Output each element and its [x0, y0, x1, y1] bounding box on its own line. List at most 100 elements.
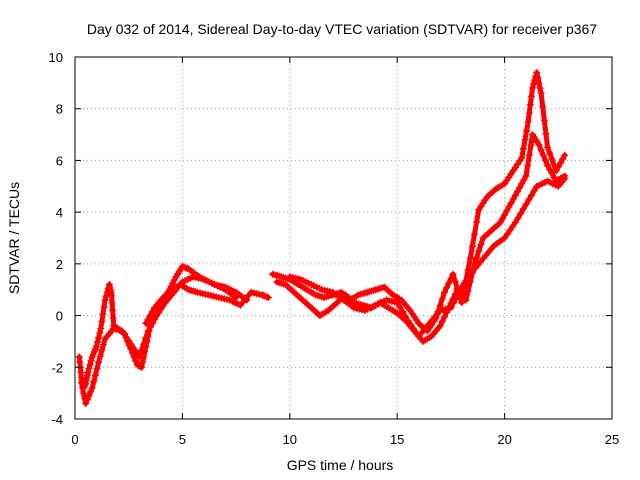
data-point	[473, 218, 481, 226]
series-trace	[274, 132, 568, 344]
data-point	[529, 84, 537, 92]
data-point	[146, 312, 154, 320]
data-point	[101, 296, 109, 304]
data-point	[87, 388, 95, 396]
data-point	[144, 327, 152, 335]
data-point	[466, 271, 474, 279]
data-point	[460, 279, 468, 287]
x-tick-label: 10	[283, 432, 297, 447]
data-point	[509, 222, 517, 230]
data-point	[132, 357, 140, 365]
data-point	[148, 308, 156, 316]
data-point	[556, 159, 564, 167]
data-point	[544, 162, 552, 170]
data-point	[440, 288, 448, 296]
x-tick-label: 15	[390, 432, 404, 447]
data-point	[95, 334, 103, 342]
data-point	[109, 306, 117, 314]
data-point	[514, 214, 522, 222]
data-point	[525, 196, 533, 204]
data-point	[142, 334, 150, 342]
data-point	[522, 200, 530, 208]
data-point	[447, 275, 455, 283]
data-point	[463, 275, 471, 283]
data-point	[537, 89, 545, 97]
data-point	[519, 205, 527, 213]
data-point	[90, 378, 98, 386]
x-tick-label: 25	[605, 432, 619, 447]
data-point	[552, 167, 560, 175]
data-point	[142, 319, 150, 327]
data-point	[443, 284, 451, 292]
data-point	[501, 234, 509, 242]
data-point	[527, 141, 535, 149]
data-series	[75, 69, 569, 407]
data-point	[561, 151, 569, 159]
data-point	[539, 103, 547, 111]
data-point	[94, 338, 102, 346]
data-point	[542, 130, 550, 138]
data-point	[458, 299, 466, 307]
data-point	[80, 389, 88, 397]
x-tick-label: 5	[179, 432, 186, 447]
data-point	[169, 279, 177, 287]
data-point	[535, 141, 543, 149]
data-point	[539, 151, 547, 159]
data-point	[150, 315, 158, 323]
data-point	[79, 384, 87, 392]
data-point	[447, 304, 455, 312]
data-point	[86, 361, 94, 369]
data-point	[548, 155, 556, 163]
data-point	[507, 199, 515, 207]
data-point	[399, 308, 407, 316]
data-point	[88, 384, 96, 392]
series-track-b	[77, 273, 240, 407]
data-point	[109, 314, 117, 322]
data-point	[93, 365, 101, 373]
data-point	[511, 191, 519, 199]
data-point	[505, 203, 513, 211]
data-point	[506, 226, 514, 234]
data-point	[170, 276, 178, 284]
data-point	[138, 346, 146, 354]
data-point	[473, 253, 481, 261]
y-tick-label: 8	[56, 102, 63, 117]
x-axis-label: GPS time / hours	[287, 457, 394, 473]
y-tick-label: 0	[56, 309, 63, 324]
chart-title: Day 032 of 2014, Sidereal Day-to-day VTE…	[87, 21, 597, 37]
data-point	[84, 368, 92, 376]
data-point	[99, 310, 107, 318]
data-point	[138, 363, 146, 371]
data-point	[509, 195, 517, 203]
data-point	[534, 74, 542, 82]
data-point	[503, 207, 511, 215]
data-point	[513, 187, 521, 195]
data-point	[525, 151, 533, 159]
data-point	[521, 136, 529, 144]
data-point	[148, 319, 156, 327]
data-point	[146, 323, 154, 331]
data-point	[535, 79, 543, 87]
series-track-f	[286, 175, 569, 340]
data-point	[100, 303, 108, 311]
data-point	[501, 211, 509, 219]
data-point	[98, 346, 106, 354]
series-track-a	[75, 262, 251, 392]
y-tick-label: 2	[56, 257, 63, 272]
data-point	[455, 288, 463, 296]
data-point	[438, 295, 446, 303]
data-point	[462, 296, 470, 304]
data-point	[452, 293, 460, 301]
data-point	[519, 145, 527, 153]
data-point	[108, 291, 116, 299]
data-point	[524, 162, 532, 170]
data-point	[511, 218, 519, 226]
data-point	[550, 161, 558, 169]
data-point	[536, 84, 544, 92]
data-point	[464, 287, 472, 295]
data-point	[526, 101, 534, 109]
data-point	[92, 343, 100, 351]
data-point	[548, 169, 556, 177]
data-point	[445, 279, 453, 287]
data-point	[530, 187, 538, 195]
